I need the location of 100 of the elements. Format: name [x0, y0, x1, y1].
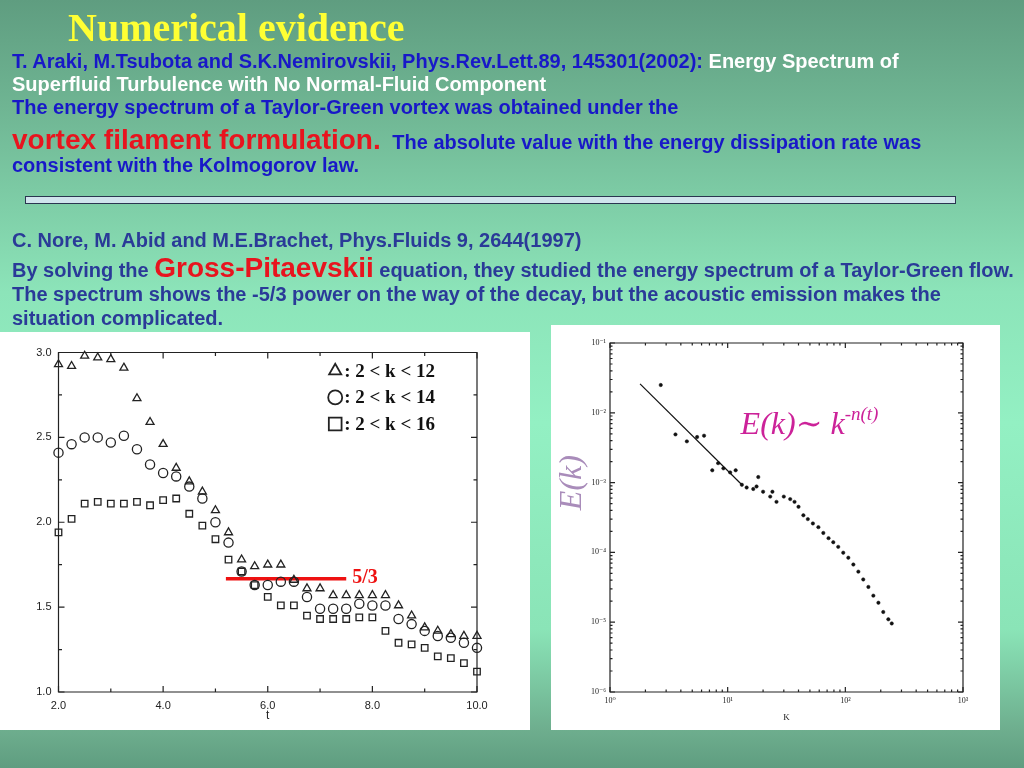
point	[381, 626, 390, 635]
point	[66, 438, 77, 450]
point	[93, 352, 103, 361]
point	[119, 499, 128, 508]
point	[236, 554, 247, 563]
point	[433, 625, 443, 634]
point	[106, 499, 115, 508]
point	[327, 603, 339, 615]
point	[53, 447, 64, 458]
y-tick-label: 1.0	[36, 685, 52, 698]
point	[460, 659, 468, 668]
text: vortex filament formulation.	[12, 124, 381, 155]
x-tick-label: 10²	[840, 695, 852, 705]
series-label: 5/3	[352, 564, 378, 587]
point	[355, 613, 364, 622]
point	[159, 496, 168, 505]
point	[131, 444, 143, 455]
point	[263, 559, 273, 568]
point	[341, 589, 351, 599]
point	[171, 462, 181, 471]
point	[288, 576, 300, 587]
x-axis-title: t	[266, 708, 271, 723]
point	[210, 517, 221, 528]
point	[197, 493, 208, 504]
point	[93, 497, 102, 506]
point	[459, 630, 469, 639]
point	[170, 471, 182, 482]
point	[118, 430, 130, 441]
x-tick-label: 8.0	[364, 698, 381, 711]
point	[146, 501, 154, 510]
x-tick-label: 10³	[957, 695, 969, 705]
point	[289, 574, 299, 583]
point	[133, 497, 141, 506]
text: Numerical evidence	[68, 5, 405, 50]
point	[367, 600, 378, 611]
point	[458, 637, 470, 649]
text: situation complicated.	[12, 307, 224, 329]
point	[446, 654, 455, 662]
point	[290, 601, 298, 610]
text: The energy spectrum of a Taylor-Green vortex was obtained under the	[12, 96, 679, 118]
text: The spectrum shows the -5/3 power on the way of the decay, but the acoustic emission makes the	[12, 283, 941, 305]
point	[106, 354, 116, 363]
point	[354, 589, 364, 599]
point	[314, 603, 326, 615]
point	[472, 630, 482, 639]
point	[380, 589, 391, 599]
point	[105, 437, 117, 448]
y-tick-label: 10⁻⁴	[590, 547, 607, 557]
text: T. Araki, M.Tsubota and S.K.Nemirovskii, Phys.Rev.Lett.89, 145301(2002):	[12, 50, 703, 72]
point	[184, 476, 194, 485]
point	[406, 610, 417, 619]
point	[407, 640, 416, 649]
point	[158, 438, 168, 448]
point	[329, 615, 338, 623]
point	[223, 537, 234, 548]
point	[354, 598, 365, 609]
text: consistent with the Kolmogorov law.	[12, 154, 360, 176]
point	[420, 622, 430, 631]
point	[406, 618, 417, 630]
y-tick-label: 10⁻¹	[591, 338, 607, 348]
point	[368, 613, 377, 622]
text: Energy Spectrum of	[708, 50, 899, 72]
y-tick-label: 10⁻²	[591, 407, 607, 417]
point	[432, 630, 444, 642]
y-tick-label: 2.5	[36, 430, 52, 443]
point	[393, 600, 404, 609]
point	[145, 416, 155, 426]
point	[342, 615, 351, 623]
point	[316, 615, 324, 623]
point	[79, 432, 90, 443]
y-tick-label: 10⁻⁵	[590, 617, 607, 627]
point	[393, 613, 404, 625]
point	[394, 638, 403, 647]
point	[340, 603, 352, 615]
point	[198, 521, 207, 530]
text: Superfluid Turbulence with No Normal-Fluid Component	[12, 73, 547, 95]
text: By solving the	[12, 259, 149, 281]
point	[223, 527, 234, 536]
point	[210, 505, 221, 514]
x-tick-label: 10¹	[722, 695, 734, 705]
point	[185, 509, 194, 518]
x-tick-label: 10⁰	[604, 695, 616, 705]
y-tick-label: 10⁻⁶	[590, 687, 607, 697]
point	[315, 583, 325, 592]
point	[172, 494, 181, 503]
point	[445, 632, 457, 643]
y-tick-label: 10⁻³	[591, 477, 607, 487]
y-tick-label: 1.5	[36, 600, 52, 613]
x-tick-label: 4.0	[155, 698, 171, 711]
point	[157, 467, 169, 479]
point	[276, 559, 286, 568]
point	[275, 576, 287, 587]
point	[419, 625, 430, 637]
point	[119, 362, 129, 371]
point	[144, 459, 156, 470]
y-tick-label: 2.0	[36, 515, 52, 528]
point	[224, 555, 233, 564]
text: The absolute value with the energy dissipation rate was	[392, 131, 922, 153]
point	[80, 499, 89, 508]
point	[66, 360, 77, 370]
